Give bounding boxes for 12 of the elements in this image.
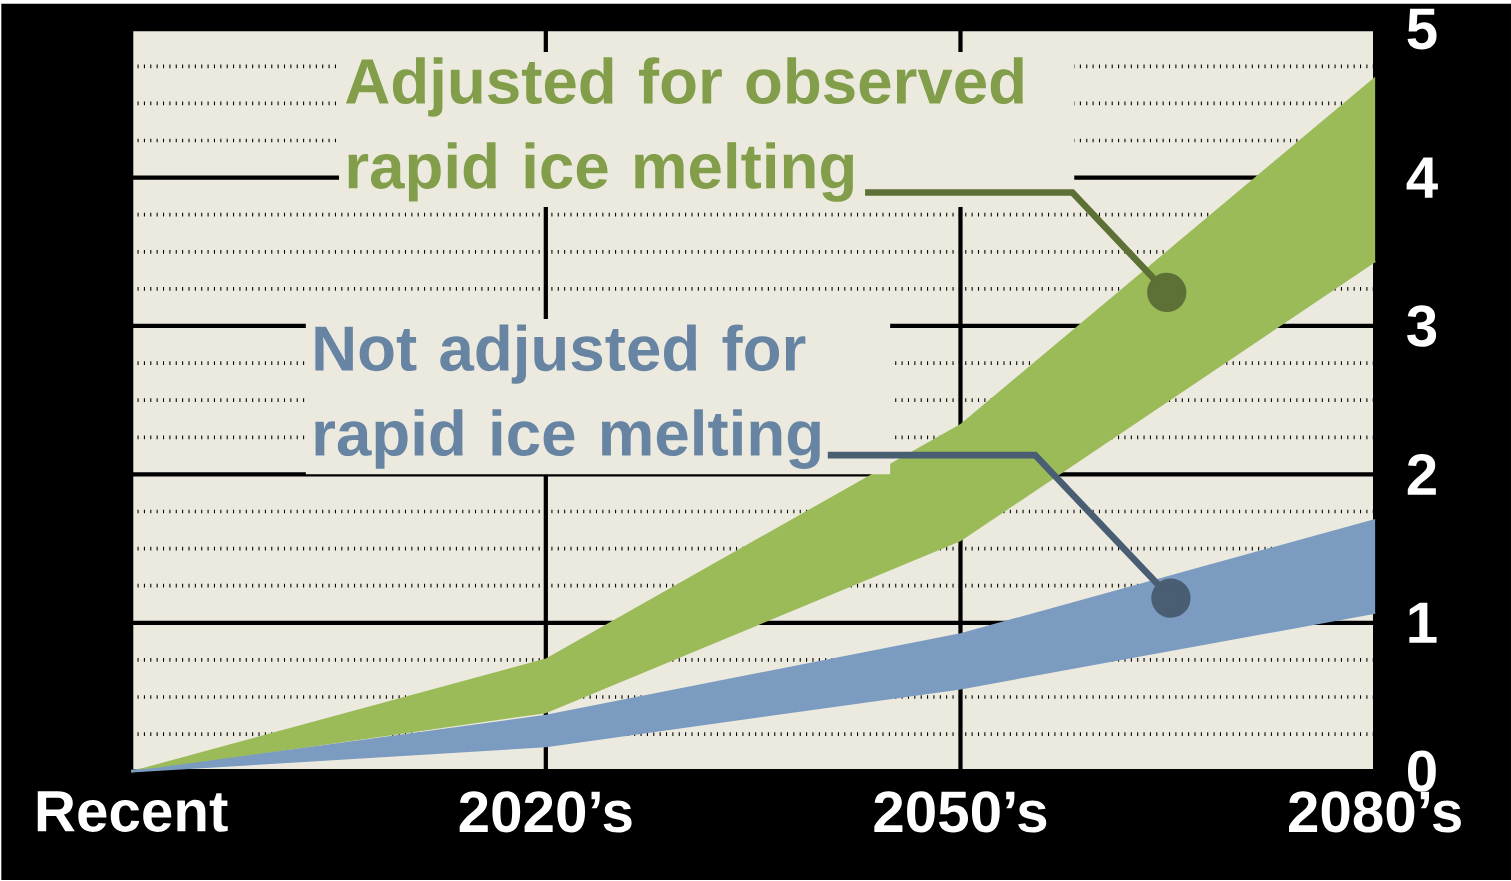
- y-tick-label: 3: [1407, 305, 1437, 347]
- text: Adjusted for observed rapid ice melting: [345, 57, 1023, 202]
- text: Not adjusted for rapid ice melting: [315, 324, 820, 469]
- x-tick-label: 2080’s: [1289, 790, 1461, 833]
- y-tick-label: 1: [1409, 602, 1437, 643]
- y-tick-label: 4: [1406, 157, 1438, 198]
- y-tick-label: 0: [1408, 750, 1436, 792]
- y-tick-label: 5: [1407, 8, 1437, 50]
- y-tick-label: 2: [1407, 453, 1436, 495]
- x-tick-label: 2020’s: [459, 790, 632, 833]
- x-tick-label: Recent: [37, 790, 228, 832]
- x-tick-label: 2050’s: [874, 790, 1047, 833]
